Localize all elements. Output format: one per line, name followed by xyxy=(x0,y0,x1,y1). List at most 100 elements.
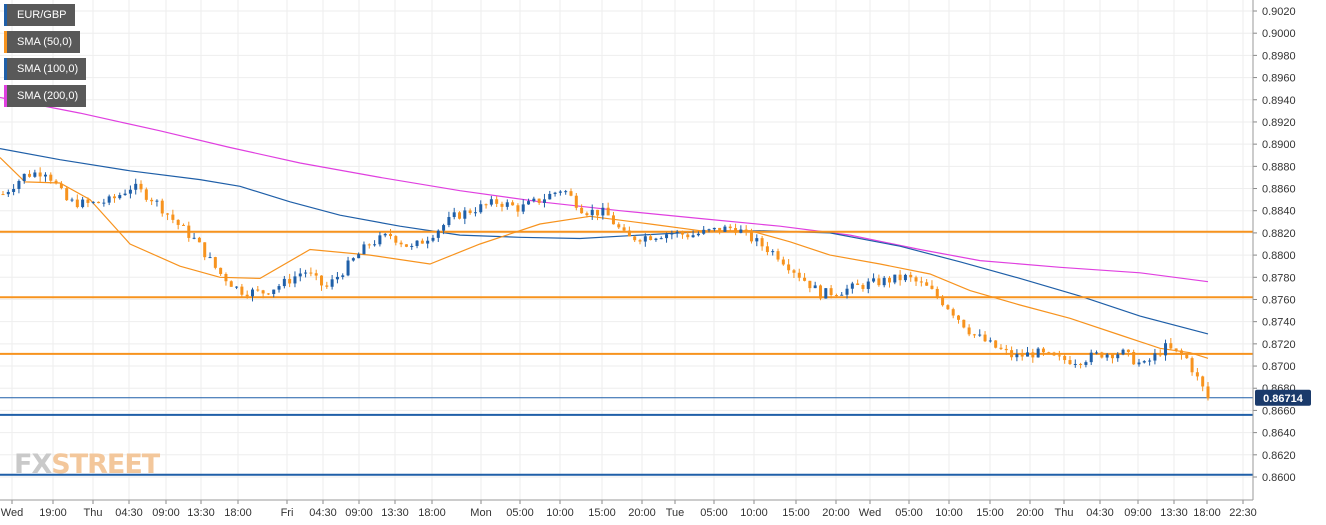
candle-body xyxy=(749,230,753,242)
candle-body xyxy=(38,172,42,177)
x-tick-label: Tue xyxy=(666,507,685,519)
candle-body xyxy=(320,275,324,286)
candle-body xyxy=(54,180,58,184)
candle-body xyxy=(686,234,690,238)
candle-body xyxy=(49,174,53,181)
candle-body xyxy=(739,229,743,233)
candle-body xyxy=(357,254,361,259)
candle-body xyxy=(829,288,833,296)
candle-body xyxy=(415,240,419,246)
candle-body xyxy=(1047,352,1051,354)
sma-100-line xyxy=(0,148,1209,335)
legend-sma-200[interactable]: SMA (200,0) xyxy=(4,85,87,107)
sma-200-color-swatch xyxy=(4,85,7,107)
horizontal-levels xyxy=(0,230,1253,476)
candle-body xyxy=(43,174,47,177)
candle-body xyxy=(139,183,143,190)
candle-body xyxy=(967,327,971,335)
candle-body xyxy=(962,319,966,328)
legend-sma-50[interactable]: SMA (50,0) xyxy=(4,31,81,53)
candle-body xyxy=(734,228,738,233)
candle-body xyxy=(702,229,706,234)
candle-body xyxy=(723,226,727,232)
x-tick-label: 04:30 xyxy=(309,507,337,519)
y-tick-label: 0.8620 xyxy=(1262,450,1296,462)
candle-body xyxy=(394,236,398,243)
sma-lines xyxy=(0,96,1209,359)
candle-body xyxy=(166,213,170,215)
candle-body xyxy=(601,207,605,216)
candle-body xyxy=(107,196,111,203)
candle-body xyxy=(622,227,626,231)
x-tick-label: Thu xyxy=(1055,507,1074,519)
y-tick-label: 0.8600 xyxy=(1262,472,1296,484)
candle-body xyxy=(744,229,748,231)
candle-body xyxy=(458,212,462,219)
x-tick-label: 09:00 xyxy=(1124,507,1152,519)
sma-50-line xyxy=(0,157,1209,359)
x-tick-label: 19:00 xyxy=(39,507,67,519)
candle-body xyxy=(28,173,32,177)
candle-body xyxy=(972,334,976,336)
candle-body xyxy=(181,224,185,226)
candle-body xyxy=(548,193,552,200)
y-tick-label: 0.8940 xyxy=(1262,95,1296,107)
sma-200-line xyxy=(0,96,1209,283)
candle-body xyxy=(81,199,85,208)
candle-body xyxy=(728,226,732,229)
candle-body xyxy=(670,233,674,235)
candle-body xyxy=(1153,353,1157,361)
candle-body xyxy=(378,235,382,245)
y-tick-label: 0.8740 xyxy=(1262,317,1296,329)
candle-body xyxy=(495,199,499,204)
candle-body xyxy=(813,285,817,289)
x-tick-label: Mon xyxy=(470,507,491,519)
legend-sma-100[interactable]: SMA (100,0) xyxy=(4,58,87,80)
x-tick-label: 20:00 xyxy=(1016,507,1044,519)
y-tick-label: 0.8980 xyxy=(1262,50,1296,62)
candle-body xyxy=(128,189,132,194)
candle-body xyxy=(532,198,536,202)
candle-body xyxy=(649,236,653,241)
candle-body xyxy=(208,257,212,259)
candle-body xyxy=(537,198,541,203)
candle-body xyxy=(346,260,350,276)
y-tick-label: 0.8780 xyxy=(1262,272,1296,284)
legend-symbol[interactable]: EUR/GBP xyxy=(4,4,75,26)
candle-body xyxy=(75,199,79,208)
candle-body xyxy=(696,233,700,236)
candle-body xyxy=(978,334,982,336)
candle-body xyxy=(367,244,371,246)
candle-body xyxy=(1169,343,1173,349)
candle-body xyxy=(542,199,546,203)
x-tick-label: 15:00 xyxy=(782,507,810,519)
x-tick-label: 04:30 xyxy=(115,507,143,519)
candle-body xyxy=(617,224,621,228)
x-tick-label: 09:00 xyxy=(345,507,373,519)
candle-body xyxy=(309,272,313,274)
candle-body xyxy=(484,204,488,206)
x-tick-label: 05:00 xyxy=(506,507,534,519)
y-tick-label: 0.8900 xyxy=(1262,139,1296,151)
candle-body xyxy=(325,285,329,287)
candle-body xyxy=(564,191,568,193)
candle-body xyxy=(473,212,477,214)
candle-body xyxy=(580,207,584,214)
candle-body xyxy=(160,200,164,214)
candle-body xyxy=(298,273,302,277)
candle-body xyxy=(383,233,387,236)
candle-body xyxy=(856,283,860,285)
x-tick-label: Fri xyxy=(281,507,294,519)
candle-body xyxy=(362,244,366,255)
candle-body xyxy=(1174,348,1178,351)
sma-50-color-swatch xyxy=(4,31,7,53)
y-tick-label: 0.8920 xyxy=(1262,117,1296,129)
candle-body xyxy=(1063,356,1067,361)
candle-body xyxy=(330,279,334,287)
candle-body xyxy=(118,195,122,199)
indicator-legend: EUR/GBP SMA (50,0) SMA (100,0) SMA (200,… xyxy=(4,4,87,112)
candle-body xyxy=(845,288,849,295)
candle-body xyxy=(17,181,21,189)
candle-body xyxy=(213,257,217,268)
